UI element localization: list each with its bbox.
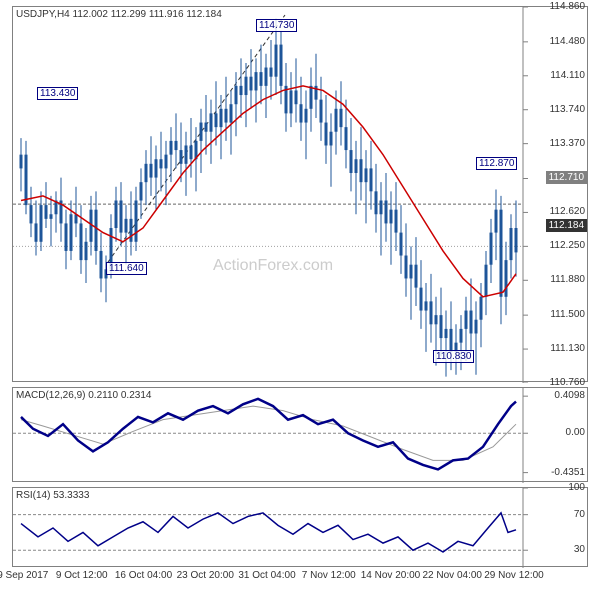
x-tick-label: 22 Nov 04:00 [423, 570, 483, 596]
price-callout: 111.640 [106, 262, 147, 275]
x-tick-label: 31 Oct 04:00 [238, 570, 295, 596]
price-tag-level2: 112.184 [546, 219, 587, 232]
rsi-label: RSI(14) 53.3333 [16, 490, 89, 501]
x-tick-label: 14 Nov 20:00 [361, 570, 421, 596]
y-tick-label: 114.110 [550, 70, 585, 81]
x-axis: 29 Sep 20179 Oct 12:0016 Oct 04:0023 Oct… [12, 568, 588, 598]
x-tick-label: 9 Oct 12:00 [56, 570, 108, 596]
y-tick-label: 114.860 [550, 1, 585, 12]
y-tick-label: 111.500 [550, 309, 585, 320]
y-tick-label: 111.130 [550, 343, 585, 354]
rsi-ytick: 100 [568, 482, 585, 493]
x-tick-label: 7 Nov 12:00 [302, 570, 356, 596]
macd-label: MACD(12,26,9) 0.2110 0.2314 [16, 390, 151, 401]
macd-ytick: -0.4351 [551, 467, 585, 478]
x-tick-label: 29 Nov 12:00 [484, 570, 544, 596]
y-tick-label: 113.740 [550, 104, 585, 115]
price-callout: 112.870 [476, 157, 517, 170]
y-tick-label: 114.480 [550, 36, 585, 47]
y-tick-label: 112.620 [550, 206, 585, 217]
price-callout: 113.430 [37, 87, 78, 100]
macd-ytick: 0.00 [566, 427, 585, 438]
macd-ytick: 0.4098 [554, 390, 585, 401]
y-tick-label: 113.370 [550, 138, 585, 149]
macd-panel: MACD(12,26,9) 0.2110 0.2314 0.4098 0.00 -0… [12, 387, 588, 482]
x-tick-label: 16 Oct 04:00 [115, 570, 172, 596]
watermark: ActionForex.com [213, 257, 333, 275]
price-callout: 110.830 [433, 350, 474, 363]
rsi-ytick: 70 [574, 509, 585, 520]
x-tick-label: 29 Sep 2017 [0, 570, 48, 596]
rsi-panel: RSI(14) 53.3333 1007030 [12, 487, 588, 567]
price-callout: 114.730 [256, 19, 297, 32]
price-tag-level1: 112.710 [546, 171, 587, 184]
symbol-info: USDJPY,H4 112.002 112.299 111.916 112.18… [16, 9, 222, 20]
y-tick-label: 112.250 [550, 240, 585, 251]
y-tick-label: 111.880 [550, 274, 585, 285]
macd-svg [13, 388, 589, 483]
rsi-ytick: 30 [574, 544, 585, 555]
x-tick-label: 23 Oct 20:00 [177, 570, 234, 596]
main-chart-svg [13, 7, 589, 383]
rsi-svg [13, 488, 589, 568]
main-chart-panel: USDJPY,H4 112.002 112.299 111.916 112.18… [12, 6, 588, 382]
